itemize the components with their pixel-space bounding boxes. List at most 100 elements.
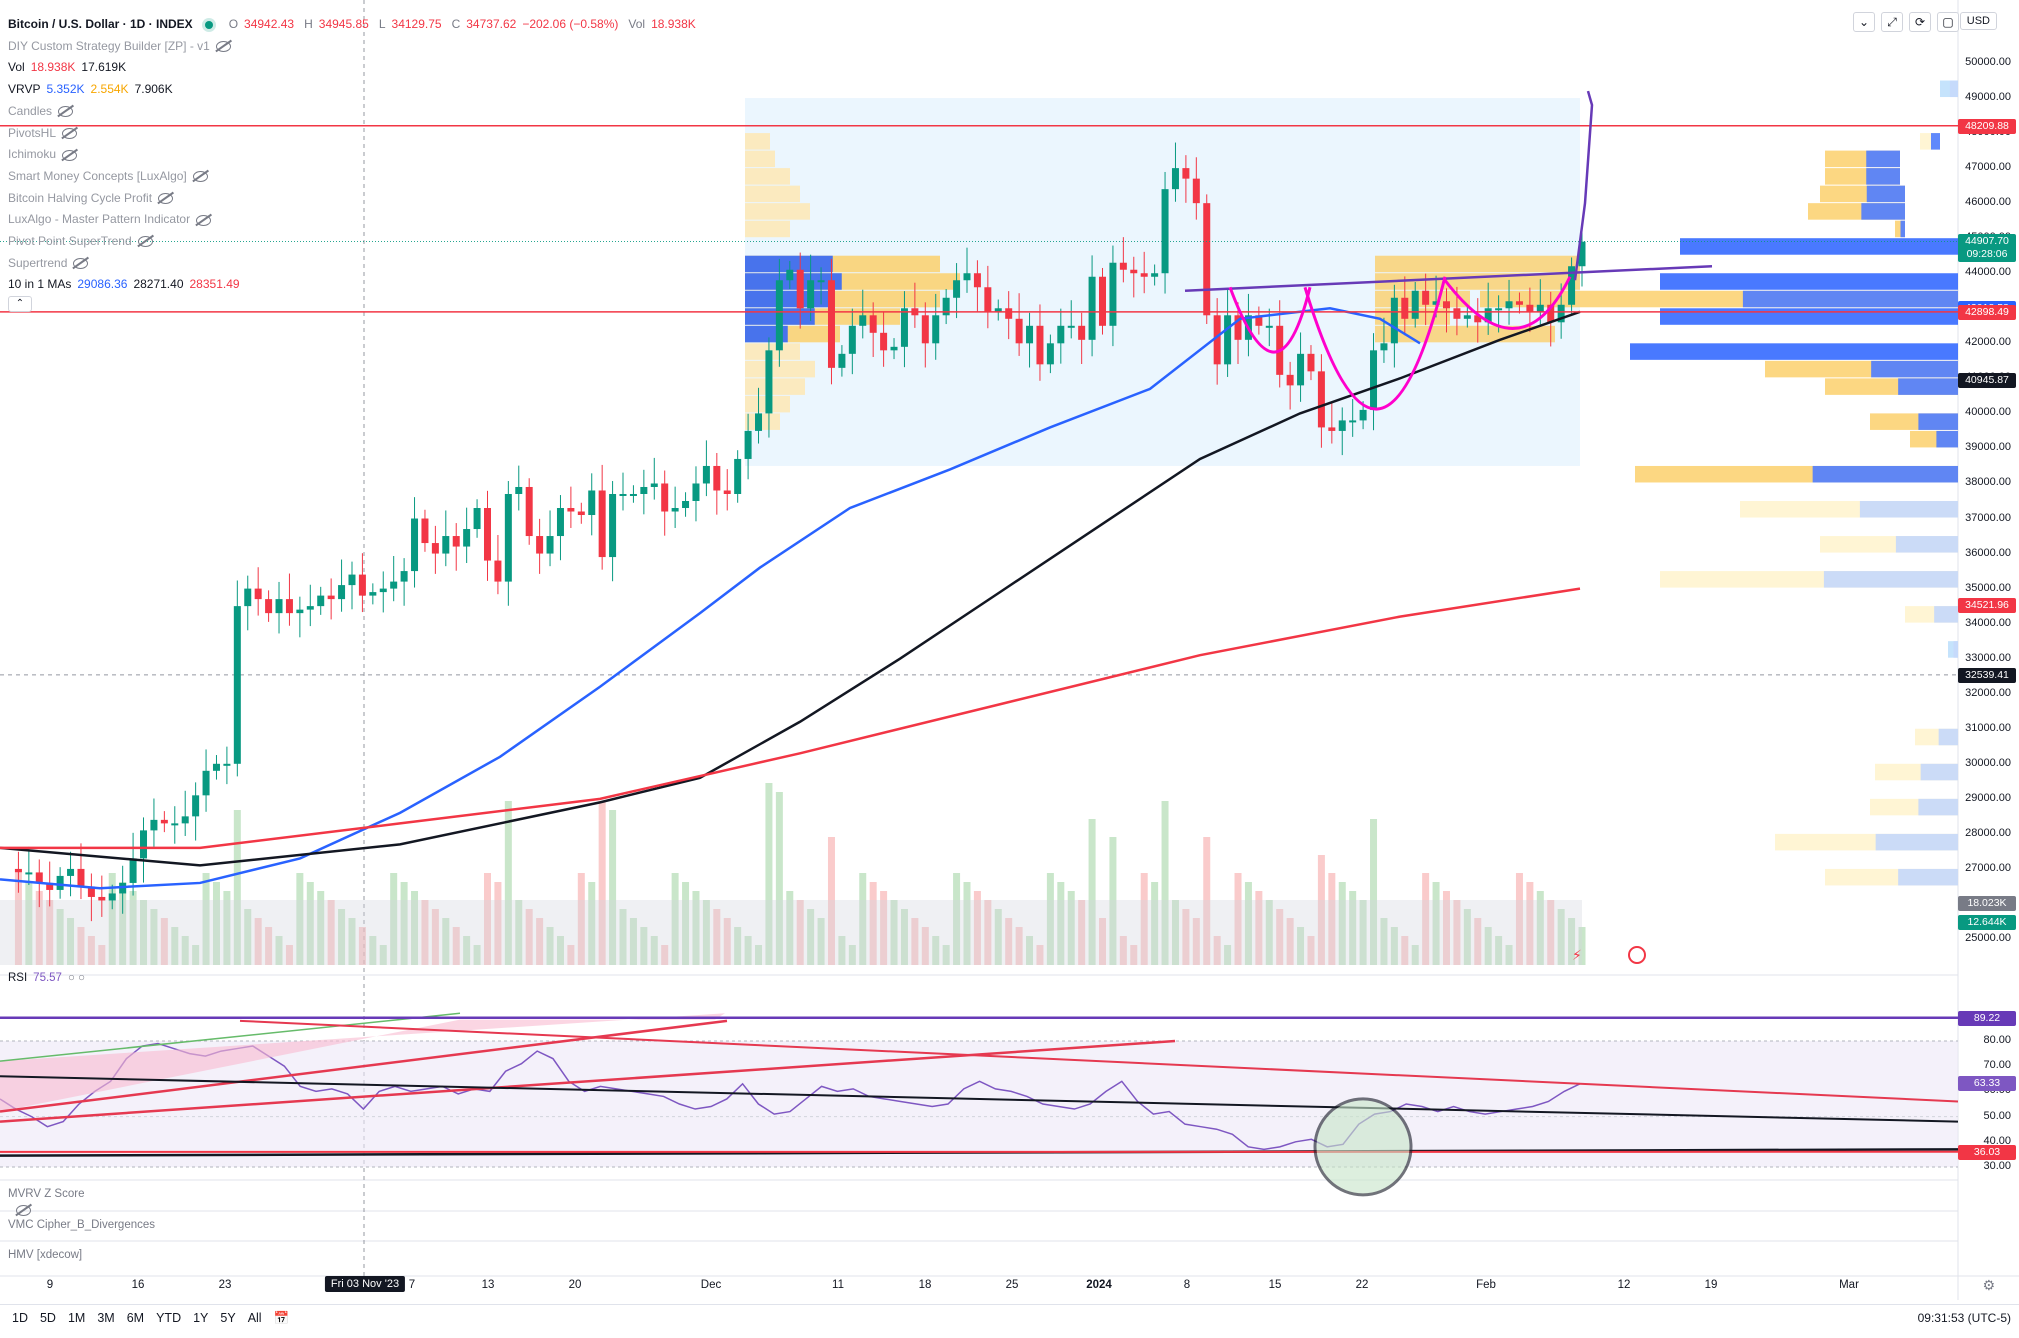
indicator-value: 2.554K	[90, 82, 129, 97]
eye-hidden-icon[interactable]	[158, 192, 174, 204]
fullscreen-icon[interactable]: ⤢	[1881, 12, 1903, 32]
candle-body	[744, 430, 752, 459]
eye-hidden-icon[interactable]	[58, 106, 74, 118]
candle-body	[1213, 315, 1221, 365]
indicator-row[interactable]: Bitcoin Halving Cycle Profit	[8, 188, 696, 210]
volume-bar	[661, 945, 669, 965]
eye-hidden-icon[interactable]	[192, 171, 208, 183]
range-button[interactable]: All	[247, 1311, 262, 1325]
volume-bar	[1505, 945, 1513, 965]
indicator-row[interactable]: Vol 18.938K 17.619K	[8, 57, 696, 79]
candle-body	[838, 353, 846, 368]
volume-bar	[1234, 873, 1242, 965]
candle-body	[536, 536, 544, 554]
volume-bar	[963, 882, 971, 965]
clock[interactable]: 09:31:53 (UTC-5)	[1917, 1311, 2011, 1325]
volume-profile-bar-blue	[1898, 378, 1958, 395]
indicator-row[interactable]: Supertrend	[8, 253, 696, 275]
indicator-row[interactable]: Smart Money Concepts [LuxAlgo]	[8, 166, 696, 188]
time-tick: 25	[1005, 1279, 1019, 1291]
candle-body	[463, 529, 471, 547]
symbol-row[interactable]: Bitcoin / U.S. Dollar · 1D · INDEX O 3494…	[8, 14, 696, 36]
candle-body	[577, 511, 585, 516]
arrow-down-icon[interactable]: ⌄	[1853, 12, 1875, 32]
time-tick: 13	[481, 1279, 495, 1291]
candle-body	[327, 595, 335, 600]
window-icon[interactable]: ▢	[1937, 12, 1959, 32]
range-button[interactable]: 1Y	[193, 1311, 209, 1325]
eye-hidden-icon[interactable]	[62, 127, 78, 139]
range-button[interactable]: 5D	[39, 1311, 56, 1325]
vrvp-left-light	[745, 150, 775, 168]
volume-bar	[1547, 900, 1555, 965]
range-button[interactable]: 1D	[12, 1311, 28, 1325]
volume-bar	[1130, 945, 1138, 965]
indicator-row[interactable]: Pivot Point SuperTrend	[8, 231, 696, 253]
currency-select[interactable]: USD	[1959, 12, 1997, 30]
range-button[interactable]: 6M	[126, 1311, 145, 1325]
pattern-right-shoulder	[1443, 276, 1572, 330]
time-tick: 19	[1704, 1279, 1718, 1291]
candle-body	[1088, 276, 1096, 340]
rsi-channel-fill	[0, 1013, 725, 1112]
price-tick: 39000.00	[1965, 441, 2011, 454]
eye-hidden-icon[interactable]	[62, 149, 78, 161]
volume-bar	[56, 909, 64, 965]
eye-hidden-icon[interactable]	[215, 41, 231, 53]
indicator-row[interactable]: 10 in 1 MAs 29086.36 28271.40 28351.49	[8, 274, 696, 296]
candle-body	[1557, 304, 1565, 323]
pane-hmv[interactable]: HMV [xdecow]	[8, 1249, 83, 1261]
price-tick: 31000.00	[1965, 721, 2011, 734]
eye-hidden-icon[interactable]	[73, 258, 89, 270]
rsi-legend[interactable]: RSI 75.57 ○ ○	[8, 972, 85, 984]
volume-bar	[400, 882, 408, 965]
candle-body	[473, 508, 481, 530]
volume-bar	[1161, 801, 1169, 965]
indicator-value: 7.906K	[134, 82, 173, 97]
candle-body	[671, 508, 679, 512]
candle-body	[1505, 301, 1513, 309]
eye-hidden-icon[interactable]	[137, 236, 153, 248]
volume-bar	[1390, 927, 1398, 965]
candle-body	[1474, 315, 1482, 323]
candle-body	[994, 308, 1002, 312]
gear-icon[interactable]: ⚙	[1982, 1277, 1995, 1293]
calendar-icon[interactable]: 📅	[273, 1310, 290, 1325]
pane-vmc[interactable]: VMC Cipher_B_Divergences	[8, 1219, 156, 1231]
volume-bar	[911, 918, 919, 965]
collapse-indicators-icon[interactable]: ⌃	[8, 296, 32, 313]
volume-profile-bar-blue	[1895, 536, 1958, 553]
volume-bar	[1422, 873, 1430, 965]
candle-body	[379, 588, 387, 593]
volume-bar	[1119, 936, 1127, 965]
candle-body	[421, 518, 429, 544]
flag-icon	[1628, 946, 1646, 964]
candle-body	[1005, 308, 1013, 319]
reset-icon[interactable]: ⟳	[1909, 12, 1931, 32]
volume-value: 18.938K	[651, 17, 696, 31]
symbol-title[interactable]: Bitcoin / U.S. Dollar · 1D · INDEX	[8, 17, 193, 31]
candle-body	[108, 893, 116, 901]
indicator-row[interactable]: Candles	[8, 101, 696, 123]
volume-bar	[723, 918, 731, 965]
range-button[interactable]: YTD	[156, 1311, 182, 1325]
candle-body	[87, 886, 95, 897]
indicator-row[interactable]: Ichimoku	[8, 144, 696, 166]
range-button[interactable]: 1M	[67, 1311, 86, 1325]
eye-hidden-icon[interactable]	[196, 214, 212, 226]
volume-bar	[515, 900, 523, 965]
indicator-row[interactable]: VRVP 5.352K 2.554K 7.906K	[8, 79, 696, 101]
pane-mvrv[interactable]: MVRV Z Score	[8, 1188, 84, 1216]
indicator-value: 17.619K	[81, 60, 127, 75]
indicator-row[interactable]: PivotsHL	[8, 123, 696, 145]
candle-body	[682, 501, 690, 509]
range-button[interactable]: 5Y	[220, 1311, 236, 1325]
volume-bar	[1317, 855, 1325, 965]
volume-bar	[379, 945, 387, 965]
indicator-row[interactable]: LuxAlgo - Master Pattern Indicator	[8, 209, 696, 231]
indicator-row[interactable]: DIY Custom Strategy Builder [ZP] - v1	[8, 36, 696, 58]
indicator-name: Bitcoin Halving Cycle Profit	[8, 190, 153, 205]
range-button[interactable]: 3M	[97, 1311, 115, 1325]
vrvp-left-light	[745, 203, 810, 220]
